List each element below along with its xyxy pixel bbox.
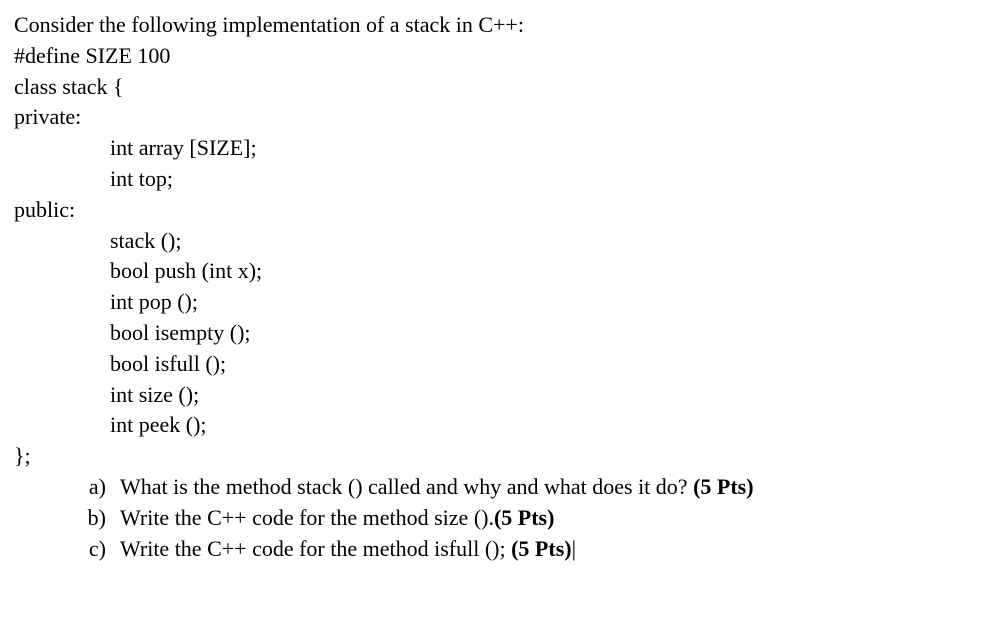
code-line-isfull: bool isfull (); <box>14 349 987 380</box>
code-line-define: #define SIZE 100 <box>14 41 987 72</box>
question-c-text: Write the C++ code for the method isfull… <box>120 534 987 565</box>
question-a-points: (5 Pts) <box>693 474 753 499</box>
question-a-text: What is the method stack () called and w… <box>120 472 987 503</box>
code-line-public: public: <box>14 195 987 226</box>
code-line-close: }; <box>14 441 987 472</box>
question-c-points: (5 Pts) <box>511 536 571 561</box>
code-line-array: int array [SIZE]; <box>14 133 987 164</box>
question-b: b) Write the C++ code for the method siz… <box>78 503 987 534</box>
question-c-body: Write the C++ code for the method isfull… <box>120 536 511 561</box>
code-line-constructor: stack (); <box>14 226 987 257</box>
question-a-body: What is the method stack () called and w… <box>120 474 693 499</box>
code-line-top: int top; <box>14 164 987 195</box>
question-b-text: Write the C++ code for the method size (… <box>120 503 987 534</box>
code-line-push: bool push (int x); <box>14 256 987 287</box>
code-line-size: int size (); <box>14 380 987 411</box>
text-cursor-icon: | <box>572 536 576 561</box>
code-line-isempty: bool isempty (); <box>14 318 987 349</box>
question-b-points: (5 Pts) <box>494 505 554 530</box>
code-line-class: class stack { <box>14 72 987 103</box>
question-c-marker: c) <box>78 534 120 565</box>
question-b-body: Write the C++ code for the method size (… <box>120 505 494 530</box>
question-c: c) Write the C++ code for the method isf… <box>78 534 987 565</box>
intro-text: Consider the following implementation of… <box>14 10 987 41</box>
code-line-peek: int peek (); <box>14 410 987 441</box>
question-a-marker: a) <box>78 472 120 503</box>
code-line-private: private: <box>14 102 987 133</box>
code-line-pop: int pop (); <box>14 287 987 318</box>
question-list: a) What is the method stack () called an… <box>14 472 987 564</box>
question-b-marker: b) <box>78 503 120 534</box>
question-a: a) What is the method stack () called an… <box>78 472 987 503</box>
